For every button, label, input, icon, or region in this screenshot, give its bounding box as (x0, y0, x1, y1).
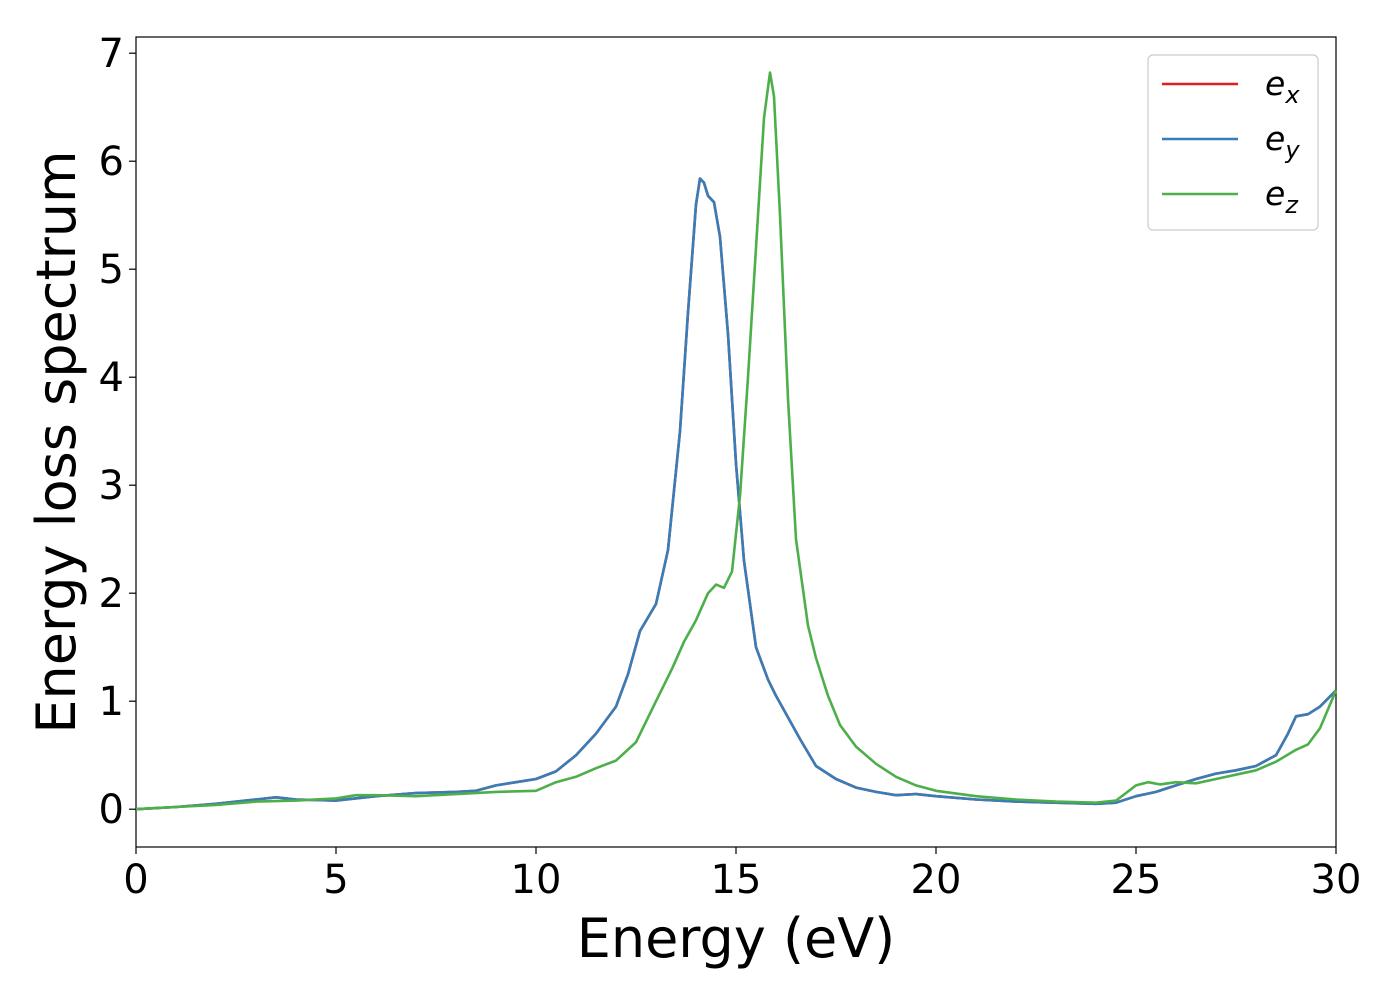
legend-entry-ex: ex (1265, 64, 1300, 109)
y-tick-label: 2 (99, 571, 124, 617)
x-tick-label: 5 (323, 857, 348, 903)
y-tick-label: 4 (99, 355, 124, 401)
legend-entry-subscript: y (1284, 136, 1300, 164)
y-axis-ticks: 0 1 2 3 4 5 6 7 (99, 31, 136, 833)
legend-entry-main: e (1265, 174, 1285, 213)
plot-area (135, 36, 1337, 848)
legend-entry-subscript: x (1284, 81, 1300, 109)
y-axis-label: Energy loss spectrum (25, 150, 88, 733)
x-tick-label: 25 (1111, 857, 1162, 903)
x-tick-label: 20 (911, 857, 962, 903)
x-axis-label: Energy (eV) (577, 907, 896, 970)
x-tick-label: 0 (123, 857, 148, 903)
y-tick-label: 0 (99, 787, 124, 833)
x-tick-label: 10 (511, 857, 562, 903)
y-tick-label: 7 (99, 31, 124, 77)
legend-entry-ez: ez (1265, 174, 1299, 219)
x-axis-ticks: 0 5 10 15 20 25 30 (123, 847, 1361, 903)
x-tick-label: 15 (711, 857, 762, 903)
y-tick-label: 1 (99, 679, 124, 725)
y-tick-label: 3 (99, 463, 124, 509)
legend-box (1147, 54, 1319, 231)
series-line-ez (135, 71, 1338, 811)
series-lines (135, 71, 1338, 811)
legend-entry-subscript: z (1284, 191, 1299, 219)
x-tick-label: 30 (1311, 857, 1362, 903)
legend-entry-ey: ey (1265, 119, 1300, 164)
legend-entry-main: e (1265, 64, 1285, 103)
y-tick-label: 5 (99, 247, 124, 293)
series-line-ey (135, 177, 1337, 811)
legend-entry-main: e (1265, 119, 1285, 158)
y-tick-label: 6 (99, 139, 124, 185)
